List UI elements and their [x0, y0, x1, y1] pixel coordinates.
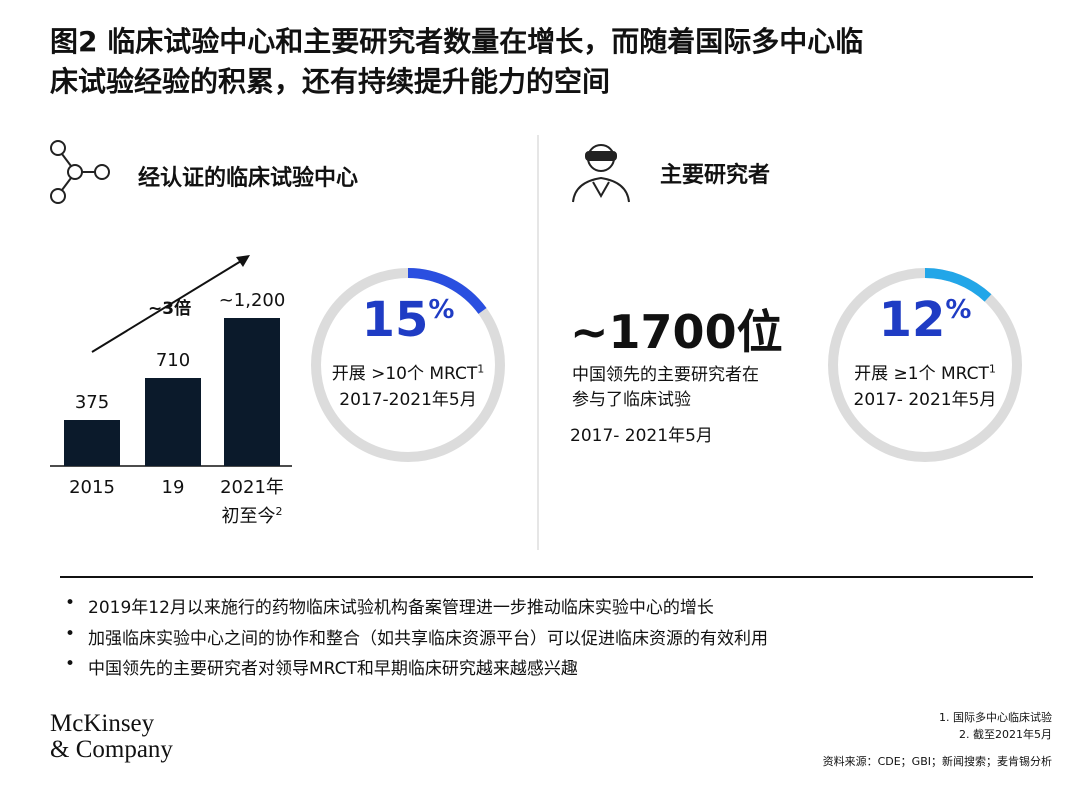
bar: [145, 378, 201, 466]
bullet: 加强临床实验中心之间的协作和整合（如共享临床资源平台）可以促进临床资源的有效利用: [65, 624, 768, 649]
ring-text: 2017- 2021年5月: [825, 385, 1025, 410]
growth-arrow: [91, 257, 247, 353]
logo: McKinsey: [50, 710, 155, 737]
ring-number: 15: [361, 292, 429, 348]
bullet: 中国领先的主要研究者对领导MRCT和早期临床研究越来越感兴趣: [65, 654, 578, 679]
logo: & Company: [50, 736, 173, 763]
ring-line: 开展 ≥1个 MRCT: [854, 364, 989, 384]
bullet-text: 2019年12月以来施行的药物临床试验机构备案管理进一步推动临床实验中心的增长: [88, 598, 714, 618]
bar: [64, 419, 120, 466]
footnote: 1. 国际多中心临床试验: [939, 711, 1052, 724]
footnote-ref: 2: [275, 505, 283, 518]
ring-line: 2017- 2021年5月: [853, 390, 997, 410]
ring-unit: %: [945, 295, 972, 325]
value-label: ~1,200: [218, 290, 286, 311]
bullet-text: 加强临床实验中心之间的协作和整合（如共享临床资源平台）可以促进临床资源的有效利用: [88, 629, 768, 649]
researcher-icon: [572, 144, 630, 203]
x-tick-label: 2015: [54, 476, 130, 500]
ring-line: 开展 >10个 MRCT: [331, 364, 478, 384]
category: 2021年初至今: [220, 477, 284, 527]
ring-arc: [828, 268, 1022, 462]
bullet-text: 中国领先的主要研究者对领导MRCT和早期临床研究越来越感兴趣: [88, 659, 578, 679]
arrow-head: [236, 255, 250, 267]
ring-text: 2017-2021年5月: [308, 385, 508, 410]
category: 19: [161, 477, 185, 498]
ring-value: 15%: [308, 292, 508, 348]
title-line: 图2 临床试验中心和主要研究者数量在增长，而随着国际多中心临: [50, 25, 864, 58]
ring-text: 开展 >10个 MRCT1: [308, 359, 508, 384]
heading: 主要研究者: [660, 163, 771, 188]
bar: [224, 318, 280, 466]
footnote-ref: 1: [988, 362, 996, 376]
big-number: ~1700位: [570, 305, 783, 359]
annotation: ~3倍: [148, 299, 192, 319]
rings: [311, 268, 1022, 462]
text-line: 中国领先的主要研究者在: [572, 365, 759, 385]
text-line: 参与了临床试验: [572, 390, 691, 410]
footnote-ref: 1: [477, 362, 485, 376]
ring-unit: %: [428, 295, 455, 325]
ring-text: 开展 ≥1个 MRCT1: [825, 359, 1025, 384]
bullet: 2019年12月以来施行的药物临床试验机构备案管理进一步推动临床实验中心的增长: [65, 593, 714, 618]
x-tick-label: 2021年初至今2: [214, 476, 290, 529]
heading: 经认证的临床试验中心: [138, 166, 359, 191]
x-tick-label: 19: [135, 476, 211, 500]
footnote: 2. 截至2021年5月: [959, 728, 1052, 741]
period: 2017- 2021年5月: [570, 426, 713, 446]
ring-number: 12: [878, 292, 946, 348]
title-line: 床试验经验的积累，还有持续提升能力的空间: [50, 65, 611, 98]
value-label: 375: [74, 391, 110, 413]
value-label: 710: [155, 350, 191, 372]
ring-value: 12%: [825, 292, 1025, 348]
ring-arc: [311, 268, 505, 462]
source: 资料来源：CDE；GBI；新闻搜索；麦肯锡分析: [822, 755, 1052, 768]
ring-line: 2017-2021年5月: [339, 390, 477, 410]
category: 2015: [69, 477, 115, 498]
molecule-icon: [50, 140, 110, 204]
